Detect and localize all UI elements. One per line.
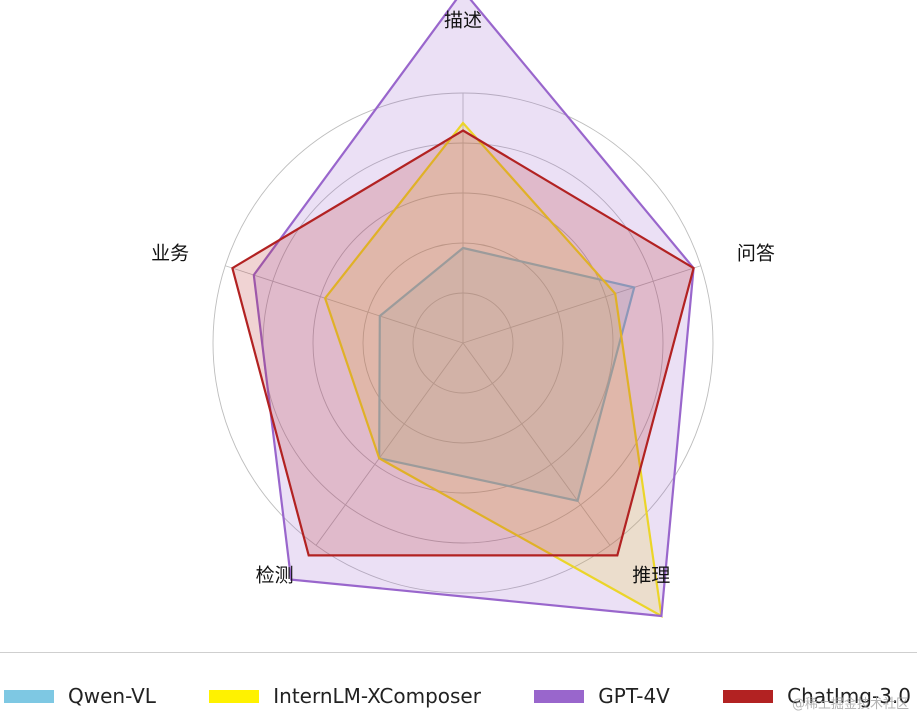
series-polygon [231,129,695,557]
legend-swatch [209,689,260,703]
legend: Qwen-VL InternLM-XComposer GPT-4V ChatIm… [0,678,917,714]
axis-label: 描述 [444,10,482,32]
radar-grid [212,92,714,594]
legend-swatch [534,689,585,703]
watermark: @稀土掘金技术社区 [791,697,909,712]
legend-swatch [723,689,774,703]
axis-label: 推理 [632,565,670,587]
spoke-line [462,265,701,344]
series-polygon [323,121,663,619]
spoke-line [462,342,611,546]
legend-label: GPT-4V [598,684,670,708]
axis-label: 检测 [256,565,294,587]
spoke-line [315,342,464,546]
legend-label: ChatImg-3.0 [787,684,911,708]
legend-item-internlm-xcomposer: InternLM-XComposer [209,684,481,708]
legend-label: InternLM-XComposer [273,684,481,708]
spoke-line [225,265,464,344]
radar-series [231,0,695,619]
legend-item-qwen-vl: Qwen-VL [4,684,156,708]
legend-item-chatimg-3: ChatImg-3.0 [723,684,911,708]
axis-label: 业务 [151,243,189,265]
legend-label: Qwen-VL [68,684,156,708]
legend-item-gpt-4v: GPT-4V [534,684,670,708]
series-polygon [252,0,695,618]
axis-label: 问答 [737,243,775,265]
legend-swatch [4,689,54,703]
legend-divider [0,652,917,653]
series-polygon [378,246,636,503]
